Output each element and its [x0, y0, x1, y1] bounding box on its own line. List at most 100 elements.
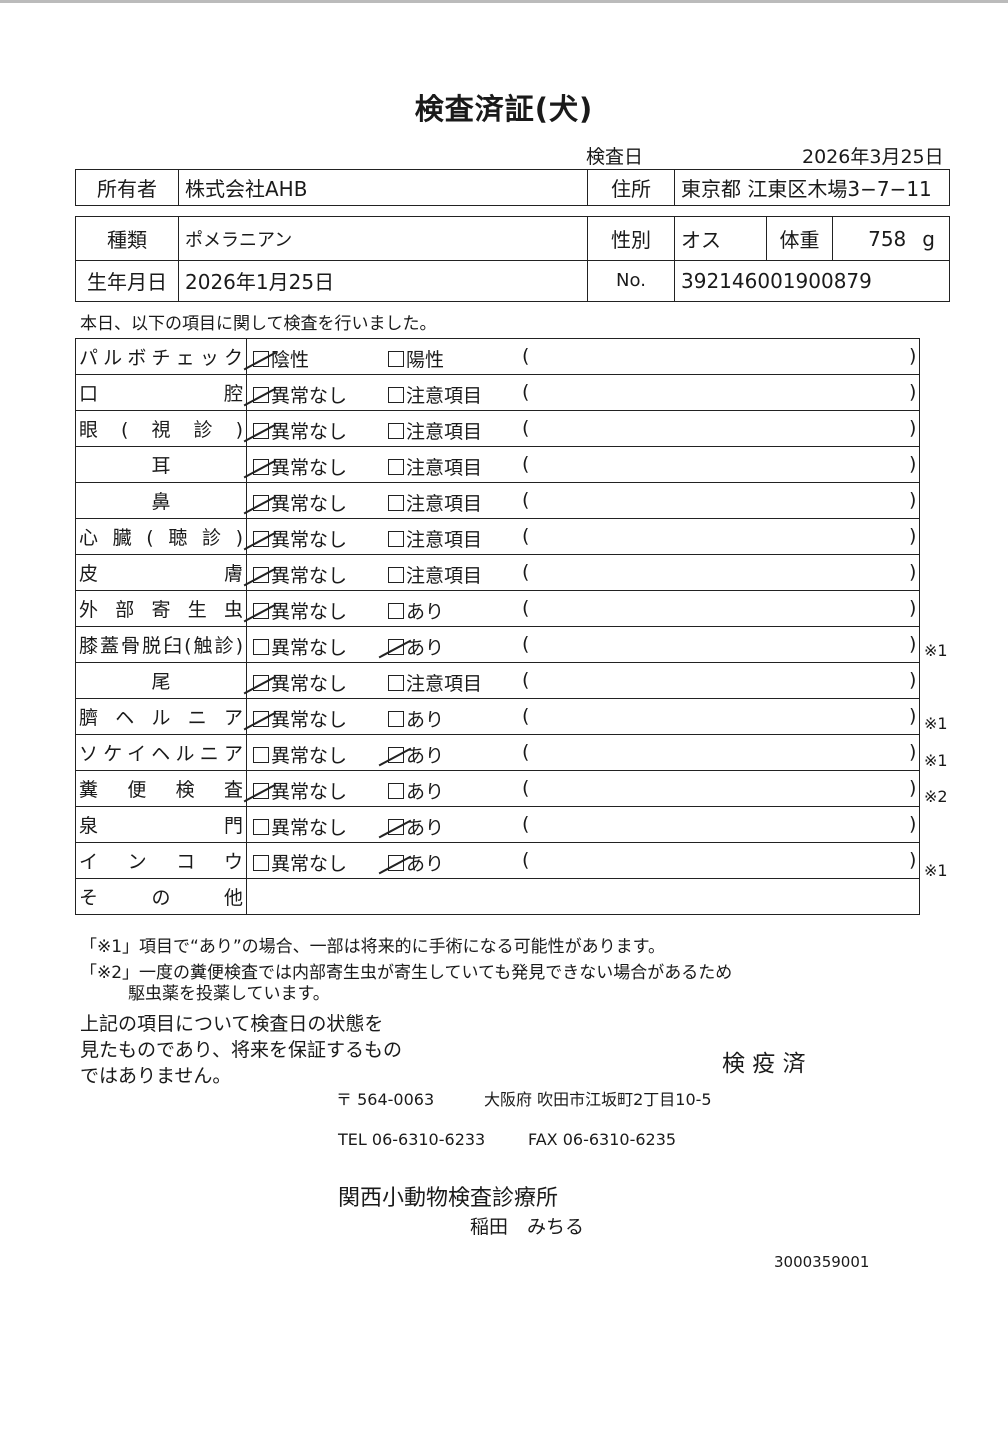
checkbox-icon[interactable]	[253, 783, 269, 799]
checkbox-icon[interactable]	[253, 351, 269, 367]
address-label: 住所	[588, 170, 675, 205]
checkbox-icon[interactable]	[388, 747, 404, 763]
document-number: 3000359001	[774, 1253, 870, 1271]
weight-label: 体重	[767, 217, 833, 260]
option-1[interactable]: 異常なし	[253, 597, 347, 624]
checkbox-icon[interactable]	[253, 423, 269, 439]
option-label: あり	[406, 853, 445, 875]
checkbox-icon[interactable]	[253, 495, 269, 511]
option-1[interactable]: 異常なし	[253, 525, 347, 552]
option-2[interactable]: あり	[388, 849, 444, 876]
option-1[interactable]: 異常なし	[253, 453, 347, 480]
option-2[interactable]: 注意項目	[388, 453, 482, 480]
option-label: 異常なし	[271, 493, 348, 515]
checkbox-icon[interactable]	[388, 531, 404, 547]
checkbox-icon[interactable]	[253, 675, 269, 691]
paren-open: (	[522, 561, 530, 583]
checkbox-icon[interactable]	[388, 387, 404, 403]
item-result: 異常なし 注意項目 ()	[246, 518, 920, 555]
option-label: 異常なし	[271, 601, 348, 623]
dob-label: 生年月日	[76, 260, 179, 301]
option-label: 陰性	[271, 349, 310, 371]
checkbox-icon[interactable]	[388, 639, 404, 655]
option-2[interactable]: 陽性	[388, 345, 444, 372]
paren-open: (	[522, 597, 530, 619]
disclaimer: 上記の項目について検査日の状態を 見たものであり、将来を保証するもの ではありま…	[80, 1011, 402, 1089]
option-2[interactable]: あり	[388, 813, 444, 840]
inspection-row: 眼(視診) 異常なし 注意項目 ()	[75, 410, 920, 447]
option-1[interactable]: 異常なし	[253, 669, 347, 696]
checkbox-icon[interactable]	[388, 711, 404, 727]
option-2[interactable]: 注意項目	[388, 525, 482, 552]
checkbox-icon[interactable]	[388, 783, 404, 799]
option-2[interactable]: あり	[388, 741, 444, 768]
option-2[interactable]: 注意項目	[388, 489, 482, 516]
option-1[interactable]: 異常なし	[253, 381, 347, 408]
option-1[interactable]: 異常なし	[253, 561, 347, 588]
option-2[interactable]: 注意項目	[388, 669, 482, 696]
option-2[interactable]: 注意項目	[388, 381, 482, 408]
disclaimer-line: 見たものであり、将来を保証するもの	[80, 1039, 403, 1061]
option-1[interactable]: 異常なし	[253, 633, 347, 660]
option-label: あり	[406, 637, 445, 659]
clinic-address: 大阪府 吹田市江坂町2丁目10-5	[484, 1090, 712, 1109]
checkbox-icon[interactable]	[388, 459, 404, 475]
paren-close: )	[909, 345, 917, 367]
checkbox-icon[interactable]	[253, 711, 269, 727]
paren-close: )	[909, 453, 917, 475]
option-1[interactable]: 異常なし	[253, 777, 347, 804]
footnote-marker: ※2	[924, 787, 948, 807]
sex-label: 性別	[588, 217, 675, 260]
option-1[interactable]: 異常なし	[253, 417, 347, 444]
option-1[interactable]: 異常なし	[253, 489, 347, 516]
item-label: 眼(視診)	[75, 410, 247, 447]
option-1[interactable]: 陰性	[253, 345, 309, 372]
checkbox-icon[interactable]	[253, 531, 269, 547]
option-1[interactable]: 異常なし	[253, 705, 347, 732]
breed-label: 種類	[76, 217, 179, 260]
checkbox-icon[interactable]	[388, 495, 404, 511]
paren-close: )	[909, 813, 917, 835]
option-1[interactable]: 異常なし	[253, 849, 347, 876]
option-2[interactable]: 注意項目	[388, 561, 482, 588]
item-label: 口腔	[75, 374, 247, 411]
quarantine-stamp: 検 疫 済	[722, 1051, 806, 1077]
option-2[interactable]: 注意項目	[388, 417, 482, 444]
owner-label: 所有者	[76, 170, 179, 205]
checkbox-icon[interactable]	[388, 423, 404, 439]
item-result: 異常なし あり ()	[246, 842, 920, 879]
checkbox-icon[interactable]	[388, 819, 404, 835]
option-2[interactable]: あり	[388, 777, 444, 804]
inspection-row: 泉門 異常なし あり ()	[75, 806, 920, 843]
option-label: 異常なし	[271, 781, 348, 803]
dob-value: 2026年1月25日	[179, 260, 588, 301]
sex-value: オス	[675, 217, 767, 260]
option-1[interactable]: 異常なし	[253, 813, 347, 840]
exam-date: 2026年3月25日	[802, 146, 944, 168]
checkbox-icon[interactable]	[253, 639, 269, 655]
item-result: 異常なし あり ()	[246, 770, 920, 807]
checkbox-icon[interactable]	[388, 675, 404, 691]
option-2[interactable]: あり	[388, 633, 444, 660]
checkbox-icon[interactable]	[253, 747, 269, 763]
option-label: 異常なし	[271, 457, 348, 479]
checkbox-icon[interactable]	[253, 819, 269, 835]
checkbox-icon[interactable]	[388, 351, 404, 367]
checkbox-icon[interactable]	[253, 567, 269, 583]
option-2[interactable]: あり	[388, 705, 444, 732]
item-result: 異常なし あり ()	[246, 734, 920, 771]
paren-close: )	[909, 489, 917, 511]
checkbox-icon[interactable]	[388, 567, 404, 583]
inspection-row: 口腔 異常なし 注意項目 ()	[75, 374, 920, 411]
checkbox-icon[interactable]	[388, 855, 404, 871]
option-1[interactable]: 異常なし	[253, 741, 347, 768]
checkbox-icon[interactable]	[388, 603, 404, 619]
checkbox-icon[interactable]	[253, 459, 269, 475]
inspection-row: 糞便検査 異常なし あり ()	[75, 770, 920, 807]
item-result: 異常なし 注意項目 ()	[246, 482, 920, 519]
checkbox-icon[interactable]	[253, 603, 269, 619]
owner-table: 所有者 株式会社AHB 住所 東京都 江東区木場3−7−11	[75, 169, 950, 206]
checkbox-icon[interactable]	[253, 855, 269, 871]
checkbox-icon[interactable]	[253, 387, 269, 403]
option-2[interactable]: あり	[388, 597, 444, 624]
